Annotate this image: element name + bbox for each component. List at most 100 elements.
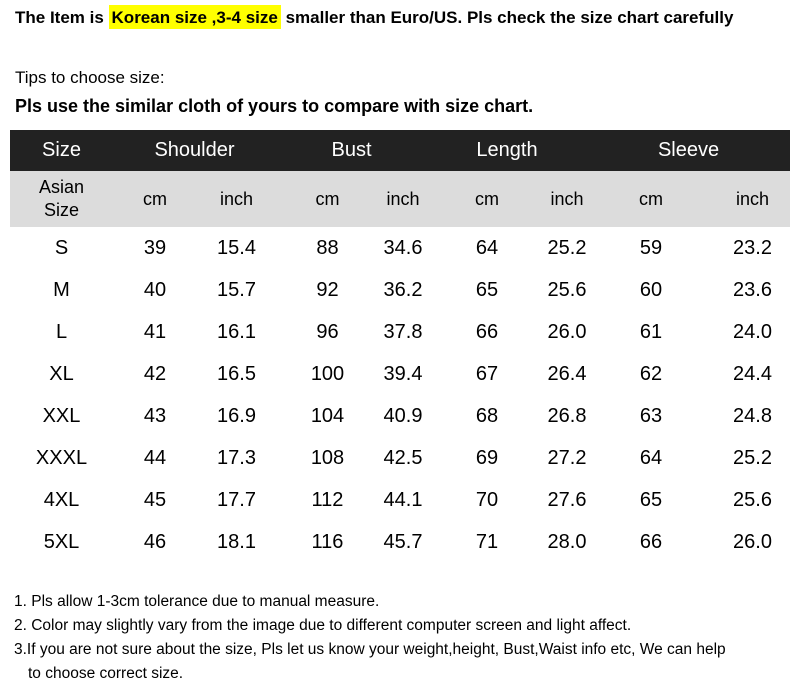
cell-bust-cm: 108 bbox=[310, 446, 345, 469]
cell-sleeve-inch: 24.0 bbox=[733, 320, 772, 343]
cell-length-inch: 25.2 bbox=[547, 236, 587, 259]
cell-shoulder-cm: 45 bbox=[143, 488, 167, 511]
unit-length-inch: inch bbox=[547, 171, 588, 227]
cell-shoulder-inch: 16.1 bbox=[217, 320, 256, 343]
cell-length-inch: 27.6 bbox=[547, 488, 587, 511]
unit-sleeve-cm: cm bbox=[587, 171, 716, 227]
cell-size: S bbox=[54, 236, 69, 259]
cell-length-cm: 66 bbox=[475, 320, 499, 343]
header-shoulder: Shoulder bbox=[113, 130, 276, 171]
asian-size-label: Asian Size bbox=[10, 171, 113, 227]
cell-shoulder-inch: 15.4 bbox=[217, 236, 256, 259]
cell-bust-inch: 34.6 bbox=[383, 236, 423, 259]
cell-bust-inch: 39.4 bbox=[383, 362, 423, 385]
cell-length-cm: 70 bbox=[475, 488, 499, 511]
table-body: S 39 15.4 88 34.6 64 25.2 59 23.2 M 40 15.7 92 36.2 65… bbox=[10, 227, 790, 563]
cell-sleeve-inch: 24.4 bbox=[733, 362, 772, 385]
size-chart-table: Size Shoulder Bust Length Sleeve Asian Si… bbox=[10, 130, 791, 563]
tips-instruction: Pls use the similar cloth of yours to co… bbox=[15, 96, 534, 116]
table-row: XL 42 16.5 100 39.4 67 26.4 62 24.4 bbox=[10, 353, 790, 395]
cell-bust-inch: 36.2 bbox=[383, 278, 423, 301]
cell-length-inch: 26.0 bbox=[547, 320, 587, 343]
note-2: 2. Color may slightly vary from the imag… bbox=[14, 617, 632, 634]
cell-length-cm: 67 bbox=[475, 362, 499, 385]
cell-bust-inch: 40.9 bbox=[383, 404, 423, 427]
cell-shoulder-inch: 16.5 bbox=[217, 362, 256, 385]
cell-sleeve-inch: 24.8 bbox=[733, 404, 772, 427]
cell-sleeve-inch: 26.0 bbox=[733, 530, 772, 553]
cell-bust-cm: 100 bbox=[310, 362, 345, 385]
cell-sleeve-cm: 66 bbox=[639, 530, 663, 553]
unit-length-cm: cm bbox=[427, 171, 547, 227]
headline-highlight: Korean size ,3-4 size bbox=[108, 5, 281, 29]
cell-shoulder-cm: 39 bbox=[143, 236, 167, 259]
unit-shoulder-cm: cm bbox=[113, 171, 197, 227]
cell-sleeve-inch: 25.2 bbox=[733, 446, 772, 469]
cell-bust-cm: 88 bbox=[316, 236, 339, 259]
note-3: 3.If you are not sure about the size, Pl… bbox=[14, 641, 726, 658]
cell-sleeve-inch: 23.6 bbox=[733, 278, 772, 301]
cell-size: XL bbox=[49, 362, 74, 385]
cell-bust-inch: 45.7 bbox=[383, 530, 423, 553]
cell-size: XXL bbox=[42, 404, 81, 427]
table-row: XXXL 44 17.3 108 42.5 69 27.2 64 25.2 bbox=[10, 437, 790, 479]
header-sleeve: Sleeve bbox=[587, 130, 791, 171]
cell-bust-cm: 92 bbox=[316, 278, 339, 301]
cell-size: XXXL bbox=[35, 446, 88, 469]
cell-bust-cm: 112 bbox=[311, 488, 344, 511]
table-row: 5XL 46 18.1 116 45.7 71 28.0 66 26.0 bbox=[10, 521, 790, 563]
cell-length-inch: 25.6 bbox=[547, 278, 587, 301]
cell-sleeve-cm: 65 bbox=[639, 488, 663, 511]
unit-bust-inch: inch bbox=[379, 171, 427, 227]
cell-shoulder-cm: 46 bbox=[143, 530, 167, 553]
headline-suffix: smaller than Euro/US. Pls check the size… bbox=[280, 8, 734, 27]
table-row: M 40 15.7 92 36.2 65 25.6 60 23.6 bbox=[10, 269, 790, 311]
cell-size: M bbox=[53, 278, 70, 301]
unit-bust-cm: cm bbox=[276, 171, 379, 227]
cell-length-inch: 26.8 bbox=[547, 404, 587, 427]
cell-bust-inch: 42.5 bbox=[383, 446, 423, 469]
cell-length-cm: 64 bbox=[475, 236, 499, 259]
cell-bust-cm: 104 bbox=[310, 404, 345, 427]
cell-sleeve-cm: 64 bbox=[639, 446, 663, 469]
header-length: Length bbox=[427, 130, 588, 171]
cell-sleeve-cm: 61 bbox=[639, 320, 663, 343]
cell-size: 5XL bbox=[43, 530, 80, 553]
cell-sleeve-inch: 25.6 bbox=[733, 488, 772, 511]
asian-size-line1: Asian bbox=[38, 177, 85, 197]
cell-sleeve-inch: 23.2 bbox=[733, 236, 772, 259]
cell-shoulder-cm: 40 bbox=[143, 278, 167, 301]
cell-shoulder-cm: 42 bbox=[143, 362, 167, 385]
cell-sleeve-cm: 63 bbox=[639, 404, 663, 427]
cell-shoulder-inch: 17.7 bbox=[217, 488, 256, 511]
cell-shoulder-inch: 16.9 bbox=[217, 404, 256, 427]
cell-shoulder-inch: 17.3 bbox=[217, 446, 256, 469]
unit-sleeve-inch: inch bbox=[715, 171, 791, 227]
cell-shoulder-inch: 15.7 bbox=[217, 278, 256, 301]
header-size: Size bbox=[10, 130, 113, 171]
tips-title: Tips to choose size: bbox=[15, 68, 165, 87]
cell-bust-cm: 96 bbox=[316, 320, 339, 343]
cell-length-cm: 69 bbox=[475, 446, 499, 469]
asian-size-line2: Size bbox=[43, 200, 79, 220]
cell-length-inch: 27.2 bbox=[547, 446, 587, 469]
cell-sleeve-cm: 60 bbox=[639, 278, 663, 301]
cell-length-inch: 28.0 bbox=[547, 530, 587, 553]
cell-length-cm: 65 bbox=[475, 278, 499, 301]
cell-shoulder-inch: 18.1 bbox=[217, 530, 256, 553]
cell-bust-inch: 37.8 bbox=[383, 320, 423, 343]
headline: The Item is Korean size ,3-4 size smalle… bbox=[15, 5, 734, 29]
table-row: 4XL 45 17.7 112 44.1 70 27.6 65 25.6 bbox=[10, 479, 790, 521]
cell-bust-cm: 116 bbox=[311, 530, 344, 553]
note-3-continued: to choose correct size. bbox=[28, 665, 184, 682]
cell-size: L bbox=[55, 320, 68, 343]
cell-length-inch: 26.4 bbox=[547, 362, 587, 385]
cell-sleeve-cm: 59 bbox=[639, 236, 663, 259]
unit-shoulder-inch: inch bbox=[197, 171, 276, 227]
cell-shoulder-cm: 44 bbox=[143, 446, 167, 469]
cell-shoulder-cm: 43 bbox=[143, 404, 167, 427]
note-1: 1. Pls allow 1-3cm tolerance due to manu… bbox=[14, 593, 380, 610]
cell-size: 4XL bbox=[43, 488, 80, 511]
header-bust: Bust bbox=[276, 130, 427, 171]
table-row: L 41 16.1 96 37.8 66 26.0 61 24.0 bbox=[10, 311, 790, 353]
